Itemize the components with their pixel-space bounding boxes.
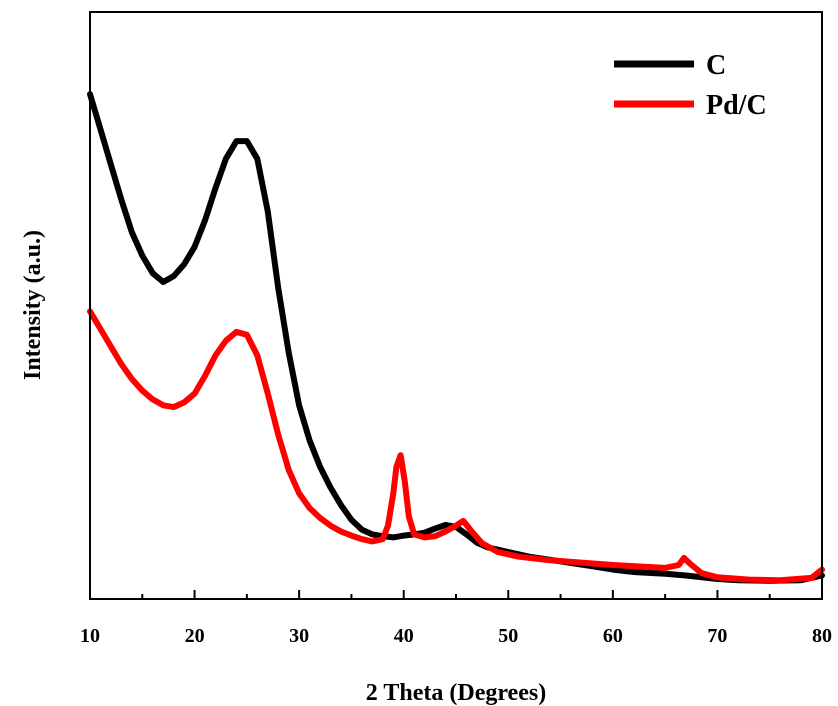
x-tick-label-40: 40 [394,625,414,647]
series-line-c [87,91,825,584]
legend-label-c: C [706,50,726,81]
series-line-pd-c [87,308,825,584]
x-tick-label-50: 50 [498,625,518,647]
x-tick-label-20: 20 [185,625,205,647]
legend-label-pd-c: Pd/C [706,90,767,121]
x-axis-title: 2 Theta (Degrees) [366,680,546,706]
y-axis-title: Intensity (a.u.) [20,230,46,380]
plot-lines [87,91,825,584]
x-axis: 10 20 30 40 50 60 70 80 [80,590,832,647]
x-tick-label-10: 10 [80,625,100,647]
x-tick-label-80: 80 [812,625,832,647]
x-tick-label-70: 70 [707,625,727,647]
legend: C Pd/C [614,50,767,121]
x-tick-label-60: 60 [603,625,623,647]
x-tick-label-30: 30 [289,625,309,647]
